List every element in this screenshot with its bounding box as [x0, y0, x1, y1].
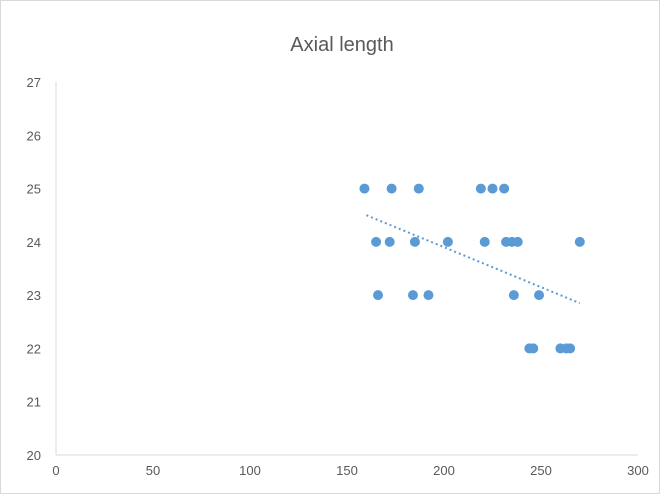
y-tick-label: 22: [27, 341, 41, 356]
trendline: [366, 214, 581, 305]
x-tick-label: 250: [530, 463, 552, 478]
y-tick-labels: 20 21 22 23 24 25 26 27: [27, 75, 41, 463]
data-point: [512, 236, 523, 247]
x-tick-label: 150: [336, 463, 358, 478]
data-point: [371, 236, 382, 247]
data-point: [499, 183, 510, 194]
data-points: [359, 183, 585, 354]
data-point: [528, 343, 539, 354]
x-tick-label: 100: [239, 463, 261, 478]
data-point: [508, 290, 519, 301]
y-tick-label: 23: [27, 288, 41, 303]
data-point: [574, 236, 585, 247]
data-point: [407, 290, 418, 301]
x-tick-labels: 0 50 100 150 200 250 300: [52, 463, 648, 478]
axes: [55, 82, 638, 456]
y-tick-label: 21: [27, 395, 41, 410]
data-point: [359, 183, 370, 194]
data-point: [565, 343, 576, 354]
data-point: [413, 183, 424, 194]
data-point: [479, 236, 490, 247]
x-tick-label: 200: [433, 463, 455, 478]
data-point: [487, 183, 498, 194]
data-point: [475, 183, 486, 194]
data-point: [409, 236, 420, 247]
data-point: [534, 290, 545, 301]
data-point: [423, 290, 434, 301]
x-tick-label: 0: [52, 463, 59, 478]
y-tick-label: 20: [27, 448, 41, 463]
data-point: [373, 290, 384, 301]
y-tick-label: 26: [27, 128, 41, 143]
chart-title: Axial length: [290, 34, 393, 56]
y-tick-label: 24: [27, 235, 41, 250]
trendline-group: [366, 214, 581, 305]
x-tick-label: 300: [627, 463, 649, 478]
y-tick-label: 27: [27, 75, 41, 90]
data-point: [442, 236, 453, 247]
x-tick-label: 50: [146, 463, 160, 478]
data-point: [384, 236, 395, 247]
y-tick-label: 25: [27, 182, 41, 197]
data-point: [386, 183, 397, 194]
